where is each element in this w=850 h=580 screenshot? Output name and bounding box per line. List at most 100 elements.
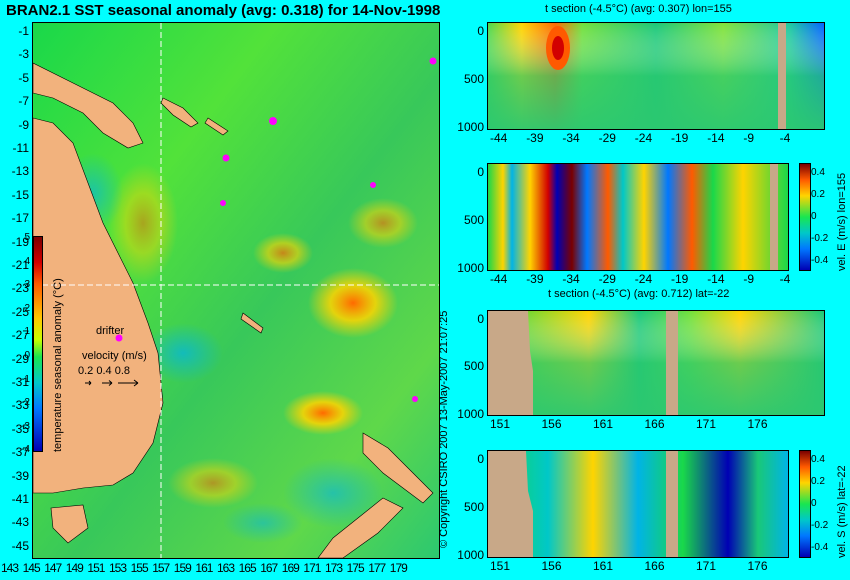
lat-tick-label: -27 bbox=[11, 328, 29, 343]
depth-tick-label: 0 bbox=[477, 312, 484, 326]
lon-tick-label: 177 bbox=[368, 561, 386, 575]
lon-tick-label: 149 bbox=[65, 561, 84, 575]
lat-tick-label: -29 bbox=[11, 351, 29, 366]
lat-tick-label: -5 bbox=[18, 70, 29, 85]
sst-anomaly-map[interactable] bbox=[32, 22, 440, 559]
section-x-tick-label: -4 bbox=[779, 272, 791, 286]
colorbar-tick-label: 0 bbox=[24, 350, 30, 361]
colorbar-tick-label: -2 bbox=[21, 397, 30, 409]
section-colorbar-tick-label: -0.4 bbox=[811, 542, 829, 553]
lat-tick-label: -13 bbox=[11, 164, 29, 179]
section-x-tick-label: -44 bbox=[490, 272, 508, 286]
lon-tick-label: 143 bbox=[1, 561, 19, 575]
lat-tick-label: -19 bbox=[11, 234, 29, 249]
lat-tick-label: -39 bbox=[11, 468, 29, 483]
section-1-plot[interactable] bbox=[487, 22, 825, 130]
section-x-tick-label: 176 bbox=[747, 559, 768, 573]
lat-tick-label: -9 bbox=[18, 117, 29, 132]
section-x-tick-label: -4 bbox=[779, 131, 791, 145]
lat-tick-label: -15 bbox=[11, 187, 29, 202]
lat-tick-label: -17 bbox=[11, 211, 29, 226]
section-colorbar-label: vel. S (m/s) lat=-22 bbox=[836, 465, 848, 558]
lat-tick-label: -11 bbox=[12, 141, 29, 155]
section-2-colorbar bbox=[799, 163, 811, 271]
map-title: BRAN2.1 SST seasonal anomaly (avg: 0.318… bbox=[6, 2, 441, 19]
depth-tick-label: 500 bbox=[463, 72, 484, 87]
section-x-tick-label: -29 bbox=[598, 131, 616, 145]
lon-tick-label: 151 bbox=[87, 561, 105, 575]
section-x-tick-label: -9 bbox=[743, 272, 755, 286]
lon-tick-label: 155 bbox=[130, 561, 149, 575]
section-x-tick-label: -44 bbox=[490, 131, 508, 145]
section-colorbar-tick-label: 0.4 bbox=[811, 454, 825, 465]
section-2-plot[interactable] bbox=[487, 163, 789, 271]
depth-tick-label: 500 bbox=[463, 213, 484, 228]
colorbar-tick-label: -1 bbox=[21, 373, 30, 385]
section-x-tick-label: 166 bbox=[644, 559, 665, 573]
section-x-tick-label: -39 bbox=[526, 131, 544, 145]
lon-tick-label: 161 bbox=[195, 561, 213, 575]
velocity-legend-label: velocity (m/s) bbox=[82, 350, 147, 362]
section-colorbar-tick-label: -0.2 bbox=[811, 520, 829, 531]
section-x-tick-label: -14 bbox=[707, 131, 725, 145]
depth-tick-label: 500 bbox=[463, 359, 484, 374]
lon-tick-label: 167 bbox=[260, 561, 278, 575]
drifter-legend-label: drifter bbox=[96, 325, 125, 337]
lon-tick-label: 173 bbox=[325, 561, 343, 575]
section-colorbar-label: vel. E (m/s) lon=155 bbox=[836, 172, 848, 271]
section-x-tick-label: 156 bbox=[541, 559, 562, 573]
lat-tick-label: -43 bbox=[11, 515, 29, 530]
colorbar-tick-label: 1 bbox=[24, 326, 30, 338]
section-x-tick-label: 161 bbox=[593, 417, 614, 431]
lon-tick-label: 171 bbox=[303, 561, 321, 575]
depth-tick-label: 1000 bbox=[457, 548, 484, 563]
section-colorbar-tick-label: -0.4 bbox=[811, 255, 829, 266]
lon-tick-label: 179 bbox=[389, 561, 408, 575]
section-4-plot[interactable] bbox=[487, 450, 789, 558]
section-x-tick-label: 151 bbox=[490, 559, 511, 573]
depth-tick-label: 0 bbox=[477, 165, 484, 179]
lon-tick-label: 153 bbox=[109, 561, 127, 575]
section-x-tick-label: -19 bbox=[671, 272, 689, 286]
section-x-tick-label: -34 bbox=[562, 131, 580, 145]
section-x-tick-label: 156 bbox=[541, 417, 562, 431]
section-4-colorbar bbox=[799, 450, 811, 558]
depth-tick-label: 500 bbox=[463, 500, 484, 515]
section-x-tick-label: -24 bbox=[634, 272, 653, 286]
lon-tick-label: 169 bbox=[281, 561, 300, 575]
lat-tick-label: -33 bbox=[11, 398, 29, 413]
section-x-tick-label: -24 bbox=[634, 131, 653, 145]
velocity-arrows-icon bbox=[85, 379, 139, 387]
section-colorbar-tick-label: 0 bbox=[811, 211, 817, 222]
colorbar-tick-label: -4 bbox=[21, 444, 30, 456]
section-3-plot[interactable] bbox=[487, 310, 825, 416]
lon-tick-label: 147 bbox=[44, 561, 62, 575]
lat-tick-label: -25 bbox=[11, 304, 29, 319]
section-x-tick-label: 171 bbox=[696, 559, 717, 573]
section-x-tick-label: -29 bbox=[598, 272, 616, 286]
lat-tick-label: -35 bbox=[11, 421, 29, 436]
colorbar-tick-label: 5 bbox=[24, 232, 30, 243]
section-colorbar-tick-label: 0.4 bbox=[811, 167, 825, 178]
colorbar-tick-label: 4 bbox=[24, 255, 30, 267]
section-x-tick-label: 166 bbox=[644, 417, 665, 431]
section-x-tick-label: -34 bbox=[562, 272, 580, 286]
section-x-tick-label: -19 bbox=[671, 131, 689, 145]
section-x-tick-label: -39 bbox=[526, 272, 544, 286]
lat-tick-label: -1 bbox=[18, 24, 29, 38]
section-x-tick-label: -9 bbox=[743, 131, 755, 145]
lon-tick-label: 175 bbox=[346, 561, 365, 575]
section-x-tick-label: 171 bbox=[696, 417, 717, 431]
lat-tick-label: -45 bbox=[11, 538, 29, 553]
lon-tick-label: 165 bbox=[238, 561, 257, 575]
lon-tick-label: 163 bbox=[217, 561, 235, 575]
lat-tick-label: -21 bbox=[11, 258, 29, 272]
depth-tick-label: 1000 bbox=[457, 406, 484, 421]
depth-tick-label: 0 bbox=[477, 24, 484, 38]
lat-tick-label: -31 bbox=[11, 375, 29, 389]
section-colorbar-tick-label: -0.2 bbox=[811, 233, 829, 244]
section-x-tick-label: -14 bbox=[707, 272, 725, 286]
colorbar-tick-label: -3 bbox=[21, 420, 30, 432]
depth-tick-label: 0 bbox=[477, 452, 484, 466]
map-colorbar-label: temperature seasonal anomaly (°C) bbox=[52, 278, 64, 452]
